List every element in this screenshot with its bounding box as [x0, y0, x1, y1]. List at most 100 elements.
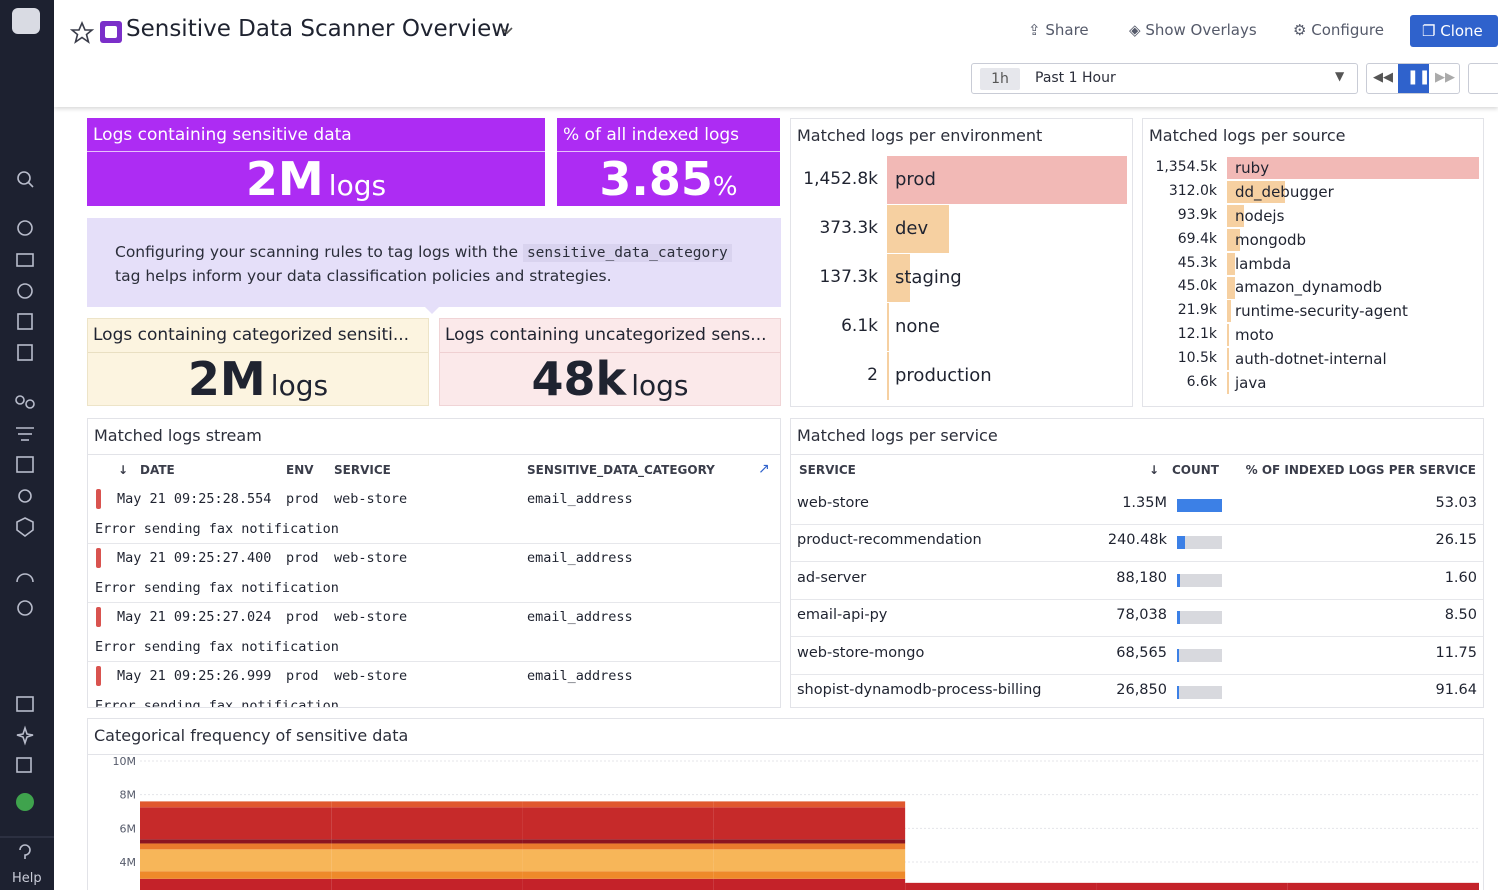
overlays-button[interactable]: ◈ Show Overlays [1129, 21, 1257, 39]
open-link[interactable]: ↗ [758, 461, 770, 477]
bar [1227, 348, 1229, 371]
sensitive-logs-widget: Logs containing sensitive data 2M logs [87, 118, 545, 206]
value: 3.85 [599, 152, 713, 206]
bar-segment [331, 807, 523, 840]
y-tick-label: 4M [120, 856, 137, 869]
zoom-button[interactable] [1468, 63, 1498, 94]
configure-button[interactable]: ⚙ Configure [1293, 21, 1384, 39]
bar [887, 205, 949, 253]
service-name: shopist-dynamodb-process-billing [797, 682, 1042, 698]
value-label: 12.1k [1177, 326, 1217, 343]
percent-label: 26.15 [1435, 532, 1477, 549]
big-number: 3.85% [557, 152, 780, 206]
divider [87, 151, 545, 152]
help-label[interactable]: Help [12, 871, 42, 886]
note-pointer [425, 307, 439, 314]
bar-segment [331, 878, 523, 890]
bar-segment [713, 801, 906, 808]
count-bar [1177, 611, 1180, 625]
unit: logs [270, 369, 329, 402]
pause-button[interactable] [1398, 64, 1429, 93]
widget-title: Logs containing sensitive data [93, 125, 352, 145]
percent-label: 91.64 [1435, 682, 1477, 698]
bar [1227, 300, 1232, 323]
row-divider [88, 661, 780, 662]
category-label: dev [895, 217, 929, 239]
value-label: 10.5k [1177, 350, 1217, 367]
panel-title: Matched logs per environment [797, 126, 1043, 145]
count-label: 88,180 [1116, 569, 1167, 586]
bar [1227, 372, 1229, 395]
bar-segment [140, 878, 332, 890]
service-table: Matched logs per service ↓ SERVICE COUNT%… [790, 418, 1484, 708]
bar-segment [331, 839, 523, 844]
bar [1227, 276, 1236, 299]
big-number: 48k logs [440, 352, 780, 406]
row-divider [791, 561, 1483, 563]
divider [440, 352, 780, 353]
percent-label: 11.75 [1435, 644, 1477, 661]
time-range: Past 1 Hour [1035, 70, 1116, 86]
big-number: 2M logs [88, 352, 428, 406]
title-icons [70, 20, 122, 44]
category-label: runtime-security-agent [1235, 302, 1408, 321]
note-text: Configuring your scanning rules to tag l… [115, 241, 755, 288]
title-chevron[interactable] [500, 25, 514, 37]
clone-label: Clone [1440, 22, 1483, 40]
divider [557, 151, 780, 152]
bar [887, 352, 889, 400]
pause-icon: ❚❚ [1407, 69, 1431, 85]
time-dropdown[interactable]: ▼ [1335, 69, 1345, 83]
bar [887, 303, 889, 351]
big-number: 2M logs [87, 152, 545, 206]
bar-segment [140, 843, 332, 850]
sort-icon[interactable]: ↓ [1149, 463, 1160, 477]
bar-segment [331, 849, 523, 872]
dashboard-title[interactable]: Sensitive Data Scanner Overview [126, 16, 511, 42]
bar-segment [140, 849, 332, 872]
category-label: amazon_dynamodb [1235, 278, 1382, 297]
row-divider [791, 598, 1483, 600]
log-service: web-store [334, 550, 408, 566]
log-stream: Matched logs stream ↓ ↗ DATE ENV SERVICE SE… [87, 418, 781, 708]
sidebar-icons [0, 8, 54, 859]
bar-segment [713, 839, 906, 844]
share-button[interactable]: ⇪ Share [1028, 21, 1089, 39]
bar-segment [331, 843, 523, 850]
category-label: prod [895, 168, 936, 190]
bar-segment [522, 801, 714, 808]
forward-button[interactable]: ▶▶ [1435, 70, 1455, 85]
bar [1227, 324, 1230, 347]
column-header: DATE [140, 463, 175, 477]
count-bar [1177, 499, 1222, 512]
value-label: 45.3k [1177, 254, 1217, 271]
categorized-widget: Logs containing categorized sensiti... 2… [87, 318, 429, 406]
time-chip: 1h [980, 68, 1020, 90]
bar-segment [713, 878, 906, 890]
value-label: 373.3k [819, 217, 878, 238]
bar-segment [522, 878, 714, 890]
y-tick-label: 6M [120, 822, 137, 835]
playback-controls: ◀◀ ❚❚ ▶▶ [1366, 63, 1460, 94]
row-divider [791, 524, 1483, 525]
log-env: prod [286, 491, 319, 507]
value-label: 312.0k [1168, 182, 1217, 199]
y-tick-label: 10M [113, 755, 137, 768]
bar-segment [140, 871, 332, 879]
log-env: prod [286, 550, 319, 566]
time-picker[interactable]: 1h Past 1 Hour ▼ [971, 63, 1358, 94]
clone-button[interactable]: ❐ Clone [1410, 15, 1498, 47]
category-label: dd_debugger [1235, 182, 1334, 201]
value-label: 6.1k [841, 315, 878, 336]
count-track [1177, 686, 1222, 699]
sort-icon[interactable]: ↓ [118, 463, 129, 477]
percent-label: 8.50 [1444, 607, 1477, 624]
log-date: May 21 09:25:27.024 [117, 609, 272, 625]
log-service: web-store [334, 668, 408, 684]
rewind-button[interactable]: ◀◀ [1373, 70, 1393, 85]
status-indicator [96, 548, 101, 568]
row-divider [88, 602, 780, 603]
bar-segment [522, 871, 714, 879]
log-date: May 21 09:25:28.554 [117, 491, 272, 507]
